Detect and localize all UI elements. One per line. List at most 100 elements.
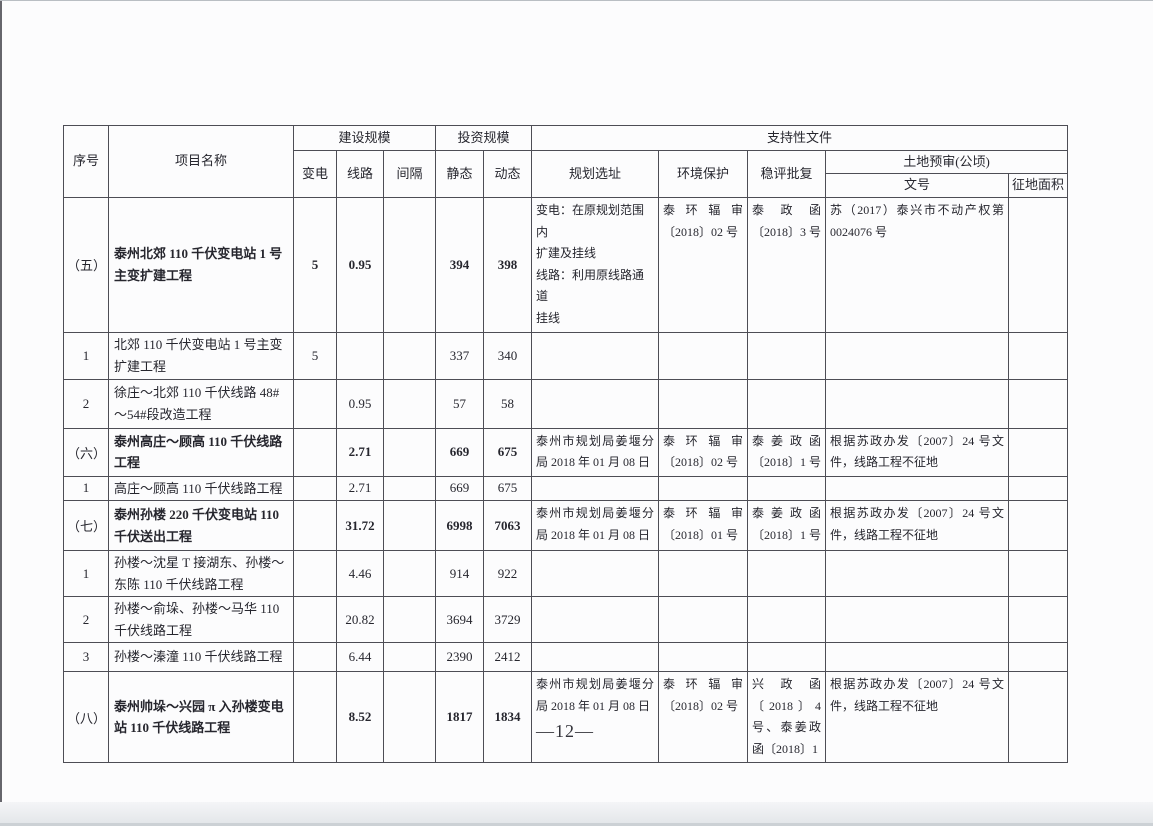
cell-line: 20.82 — [336, 596, 384, 643]
cell-substation: 5 — [293, 331, 337, 380]
cell-line: 31.72 — [336, 500, 384, 552]
cell-land-area — [1008, 427, 1069, 477]
cell-environment — [658, 641, 749, 672]
cell-project-name: 泰州高庄～顾高 110 千伏线路工程 — [108, 427, 294, 477]
cell-dynamic: 675 — [482, 427, 533, 477]
cell-land-area — [1008, 641, 1069, 672]
cell-planning-site — [531, 331, 660, 380]
cell-static: 3694 — [435, 596, 484, 643]
cell-project-name: 高庄～顾高 110 千伏线路工程 — [108, 475, 294, 502]
cell-document-number — [825, 378, 1010, 429]
cell-document-number — [825, 596, 1010, 643]
col-header-line: 线路 — [336, 150, 384, 198]
cell-substation — [293, 500, 337, 552]
cell-line — [336, 331, 384, 380]
project-approval-table: 序号 项目名称 建设规模 投资规模 支持性文件 变电 线路 间隔 静态 动态 规… — [63, 125, 1069, 764]
cell-dynamic: 398 — [482, 197, 533, 333]
cell-dynamic: 340 — [482, 331, 533, 380]
cell-document-number — [825, 331, 1010, 380]
cell-bay — [383, 378, 436, 429]
cell-bay — [383, 500, 436, 552]
scan-edge-top — [0, 0, 1153, 1]
cell-project-name: 泰州孙楼 220 千伏变电站 110 千伏送出工程 — [108, 500, 294, 552]
cell-substation — [293, 427, 337, 477]
cell-planning-site — [531, 378, 660, 429]
cell-stability-approval — [747, 378, 827, 429]
cell-environment: 泰 环 辐 审〔2018〕01 号 — [658, 500, 749, 552]
cell-substation: 5 — [293, 197, 337, 333]
col-header-document-number: 文号 — [825, 173, 1010, 198]
cell-environment — [658, 550, 749, 598]
header-row-1: 序号 项目名称 建设规模 投资规模 支持性文件 — [63, 125, 1069, 198]
cell-environment: 泰 环 辐 审〔2018〕02 号 — [658, 427, 749, 477]
table-row: （五） 泰州北郊 110 千伏变电站 1 号主变扩建工程 5 0.95 394 … — [63, 197, 1069, 333]
cell-serial: （六） — [63, 427, 109, 477]
cell-project-name: 北郊 110 千伏变电站 1 号主变扩建工程 — [108, 331, 294, 380]
cell-stability-approval — [747, 596, 827, 643]
cell-static: 1817 — [435, 670, 484, 764]
cell-environment: 泰 环 辐 审〔2018〕02 号 — [658, 197, 749, 333]
scan-edge-bottom — [0, 802, 1153, 826]
col-header-bay: 间隔 — [383, 150, 436, 198]
cell-dynamic: 922 — [482, 550, 533, 598]
cell-serial: 3 — [63, 641, 109, 672]
table-row: 1 北郊 110 千伏变电站 1 号主变扩建工程 5 337 340 — [63, 331, 1069, 380]
cell-project-name: 徐庄～北郊 110 千伏线路 48#～54#段改造工程 — [108, 378, 294, 429]
cell-environment — [658, 475, 749, 502]
cell-line: 6.44 — [336, 641, 384, 672]
cell-planning-site — [531, 596, 660, 643]
cell-project-name: 泰州北郊 110 千伏变电站 1 号主变扩建工程 — [108, 197, 294, 333]
cell-stability-approval — [747, 641, 827, 672]
header-row-2: 变电 线路 间隔 静态 动态 规划选址 环境保护 稳评批复 土地预审(公顷) — [64, 150, 1069, 198]
cell-substation — [293, 641, 337, 672]
cell-document-number — [825, 641, 1010, 672]
cell-serial: （八） — [63, 670, 109, 764]
cell-planning-site — [531, 475, 660, 502]
col-header-substation: 变电 — [293, 150, 337, 198]
cell-land-area — [1008, 500, 1069, 552]
cell-document-number: 根据苏政办发〔2007〕24 号文件，线路工程不征地 — [825, 670, 1010, 764]
cell-serial: 2 — [63, 378, 109, 429]
table-row: 3 孙楼～溱潼 110 千伏线路工程 6.44 2390 2412 — [63, 641, 1069, 672]
cell-dynamic: 7063 — [482, 500, 533, 552]
cell-stability-approval: 泰 姜 政 函〔2018〕1 号 — [747, 427, 827, 477]
page-number: —12— — [536, 721, 594, 741]
cell-bay — [383, 475, 436, 502]
cell-substation — [293, 378, 337, 429]
cell-substation — [293, 596, 337, 643]
col-header-investment-scale: 投资规模 — [434, 125, 533, 151]
cell-project-name: 孙楼～溱潼 110 千伏线路工程 — [108, 641, 294, 672]
table-row: （七） 泰州孙楼 220 千伏变电站 110 千伏送出工程 31.72 6998… — [63, 500, 1069, 552]
col-header-serial: 序号 — [63, 125, 109, 198]
cell-land-area — [1008, 378, 1069, 429]
cell-static: 2390 — [435, 641, 484, 672]
cell-serial: 1 — [63, 331, 109, 380]
cell-document-number — [825, 475, 1010, 502]
cell-planning-site: 泰州市规划局姜堰分局 2018 年 01 月 08 日 — [531, 427, 660, 477]
cell-dynamic: 675 — [482, 475, 533, 502]
cell-dynamic: 3729 — [482, 596, 533, 643]
cell-serial: 2 — [63, 596, 109, 643]
cell-substation — [293, 550, 337, 598]
col-header-project-name: 项目名称 — [108, 125, 294, 198]
cell-line: 0.95 — [336, 197, 384, 333]
cell-land-area — [1008, 670, 1069, 764]
cell-bay — [383, 550, 436, 598]
cell-environment: 泰 环 辐 审〔2018〕02 号 — [658, 670, 749, 764]
cell-substation — [293, 475, 337, 502]
col-header-environment: 环境保护 — [658, 150, 749, 198]
cell-land-area — [1008, 596, 1069, 643]
cell-serial: （五） — [63, 197, 109, 333]
table-row: （八） 泰州帅垛～兴园 π 入孙楼变电站 110 千伏线路工程 8.52 181… — [63, 670, 1069, 764]
cell-substation — [293, 670, 337, 764]
col-header-supporting-documents: 支持性文件 — [531, 125, 1069, 151]
cell-stability-approval — [747, 550, 827, 598]
cell-planning-site: 泰州市规划局姜堰分局 2018 年 01 月 08 日 — [531, 670, 660, 764]
table-row: 2 徐庄～北郊 110 千伏线路 48#～54#段改造工程 0.95 57 58 — [63, 378, 1069, 429]
table-row: 1 孙楼～沈星 T 接湖东、孙楼～东陈 110 千伏线路工程 4.46 914 … — [63, 550, 1069, 598]
col-header-land-preexam: 土地预审(公顷) — [825, 150, 1069, 174]
cell-dynamic: 58 — [482, 378, 533, 429]
cell-stability-approval: 兴政函〔2018〕4 号、泰姜政函〔2018〕1 — [747, 670, 827, 764]
cell-dynamic: 2412 — [482, 641, 533, 672]
